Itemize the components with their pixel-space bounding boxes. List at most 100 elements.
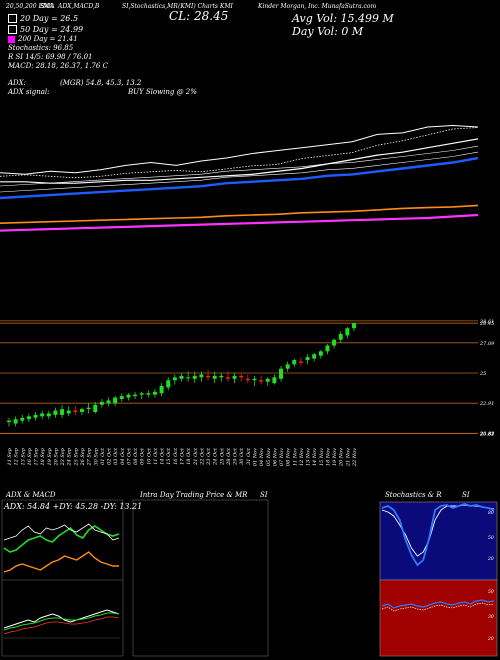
date-tick-label: 08 Nov <box>286 448 292 466</box>
candle-body <box>20 417 25 421</box>
date-tick-label: 19 Nov <box>332 448 338 466</box>
ma-line-ema200 <box>0 204 479 224</box>
info-ema20-text: 20 Day = 26.5 <box>20 14 79 23</box>
info-sma50-text: 50 Day = 24.99 <box>20 25 84 34</box>
date-tick-label: 04 Nov <box>259 448 265 466</box>
rsi-panel-bg <box>379 579 498 657</box>
candle-body <box>93 404 98 412</box>
candle-body <box>252 378 257 381</box>
candle-body <box>53 410 58 415</box>
candle-body <box>40 413 45 417</box>
date-tick-label: 19 Sep <box>47 447 53 465</box>
date-tick-label: 04 Oct <box>120 447 126 465</box>
intraday-si-title: SI <box>260 491 268 499</box>
date-tick-label: 01 Nov <box>252 448 258 466</box>
candle-body <box>312 354 317 359</box>
date-tick-label: 08 Oct <box>133 447 139 465</box>
date-tick-label: 11 Nov <box>292 448 298 466</box>
info-rsi: R SI 14/5: 69.98 / 76.01 <box>8 53 93 61</box>
date-tick-label: 31 Oct <box>246 447 252 465</box>
candle-body <box>192 375 197 379</box>
intraday-title: Intra Day Trading Price & MR <box>140 491 248 499</box>
candle-body <box>206 375 211 378</box>
date-tick-label: 25 Sep <box>73 447 79 466</box>
candle-body <box>318 351 323 356</box>
mrsi-line <box>381 602 495 612</box>
candle-body <box>172 377 177 381</box>
rsi-axis-label: 20 <box>487 636 494 642</box>
date-tick-label: 15 Oct <box>166 447 172 465</box>
candle-body <box>225 377 230 379</box>
candle-body <box>60 409 65 415</box>
swatch-sma50 <box>8 25 17 34</box>
adx-line-2-left: ADX signal: <box>8 88 50 96</box>
date-tick-label: 16 Oct <box>173 447 179 465</box>
date-tick-label: 16 Sep <box>27 447 33 465</box>
ma-line-ema20 <box>0 138 479 184</box>
day-volume-label: Day Vol: 0 M <box>292 25 364 38</box>
price-level-label: 28.61 <box>479 319 494 325</box>
date-axis-layer: 11 Sep 12 Sep 13 Sep 16 Sep 17 Sep 18 Sep 19 S… <box>7 447 358 467</box>
date-tick-label: 21 Nov <box>345 448 351 467</box>
adx-line-1-right: (MGR) 54.8, 45.3, 13.2 <box>60 79 142 87</box>
adx-panel-lines <box>3 523 120 573</box>
close-price-label: CL: 28.45 <box>169 9 229 23</box>
candle-body <box>106 400 111 404</box>
header-charts-label: (KMI) Charts KMI <box>178 3 233 10</box>
date-tick-label: 13 Nov <box>306 448 312 466</box>
adx-minus-di-line <box>3 551 119 573</box>
adx-line <box>3 523 120 541</box>
candle-body <box>338 334 343 340</box>
candle-body <box>212 375 217 379</box>
date-tick-label: 18 Nov <box>325 448 331 466</box>
candle-body <box>139 393 144 395</box>
date-tick-label: 06 Nov <box>272 448 278 466</box>
sma-band-line <box>0 151 479 193</box>
stoch-axis-label: 20 <box>487 556 494 562</box>
date-tick-label: 17 Sep <box>34 447 40 465</box>
candle-body <box>166 380 171 388</box>
date-tick-label: 05 Nov <box>266 448 272 466</box>
rsi-axis-label: 30 <box>488 614 494 620</box>
date-tick-label: 25 Oct <box>219 447 225 466</box>
candle-body <box>126 394 131 398</box>
date-tick-label: 01 Oct <box>100 447 106 465</box>
candle-body <box>245 378 250 381</box>
rsi-axis-label: 50 <box>488 589 494 595</box>
price-level-label: 20.82 <box>479 431 494 437</box>
price-level-label: 20.83 <box>479 431 494 437</box>
candle-body <box>179 375 184 379</box>
date-tick-label: 11 Sep <box>7 447 13 465</box>
avg-volume-label: Avg Vol: 15.499 M <box>292 12 394 25</box>
candle-body <box>119 396 124 399</box>
date-tick-label: 14 Oct <box>160 447 166 465</box>
date-tick-label: 13 Sep <box>20 447 26 465</box>
candle-body <box>292 360 297 365</box>
candle-body <box>26 416 31 420</box>
stoch-axis-label: 80 <box>488 510 494 516</box>
candle-body <box>259 380 264 382</box>
candle-body <box>13 419 18 424</box>
candle-body <box>33 414 38 418</box>
candle-body <box>352 323 356 329</box>
stochastics-lines: 80 50 20 50 30 20 <box>381 503 495 642</box>
macd-panel-lines <box>3 609 120 639</box>
date-tick-label: 18 Oct <box>186 447 192 465</box>
stochastics-panel: 80 50 20 50 30 20 <box>379 501 498 657</box>
macd-hist-line <box>3 616 120 635</box>
candle-body <box>113 397 118 404</box>
candle-body <box>186 377 191 379</box>
stoch-axis-label: 50 <box>488 535 494 541</box>
candle-body <box>232 375 237 379</box>
date-tick-label: 27 Sep <box>87 447 93 466</box>
candle-body <box>345 328 350 336</box>
candle-body <box>46 413 51 417</box>
candle-body <box>146 393 151 395</box>
candle-body <box>305 357 310 360</box>
header-adx-label: ADX,MACD,B <box>58 3 100 10</box>
date-tick-label: 07 Nov <box>279 448 285 466</box>
candle-body <box>66 410 71 414</box>
date-tick-label: 02 Oct <box>107 447 113 465</box>
sma-band-line <box>0 145 479 187</box>
macd-signal-line <box>3 612 120 631</box>
